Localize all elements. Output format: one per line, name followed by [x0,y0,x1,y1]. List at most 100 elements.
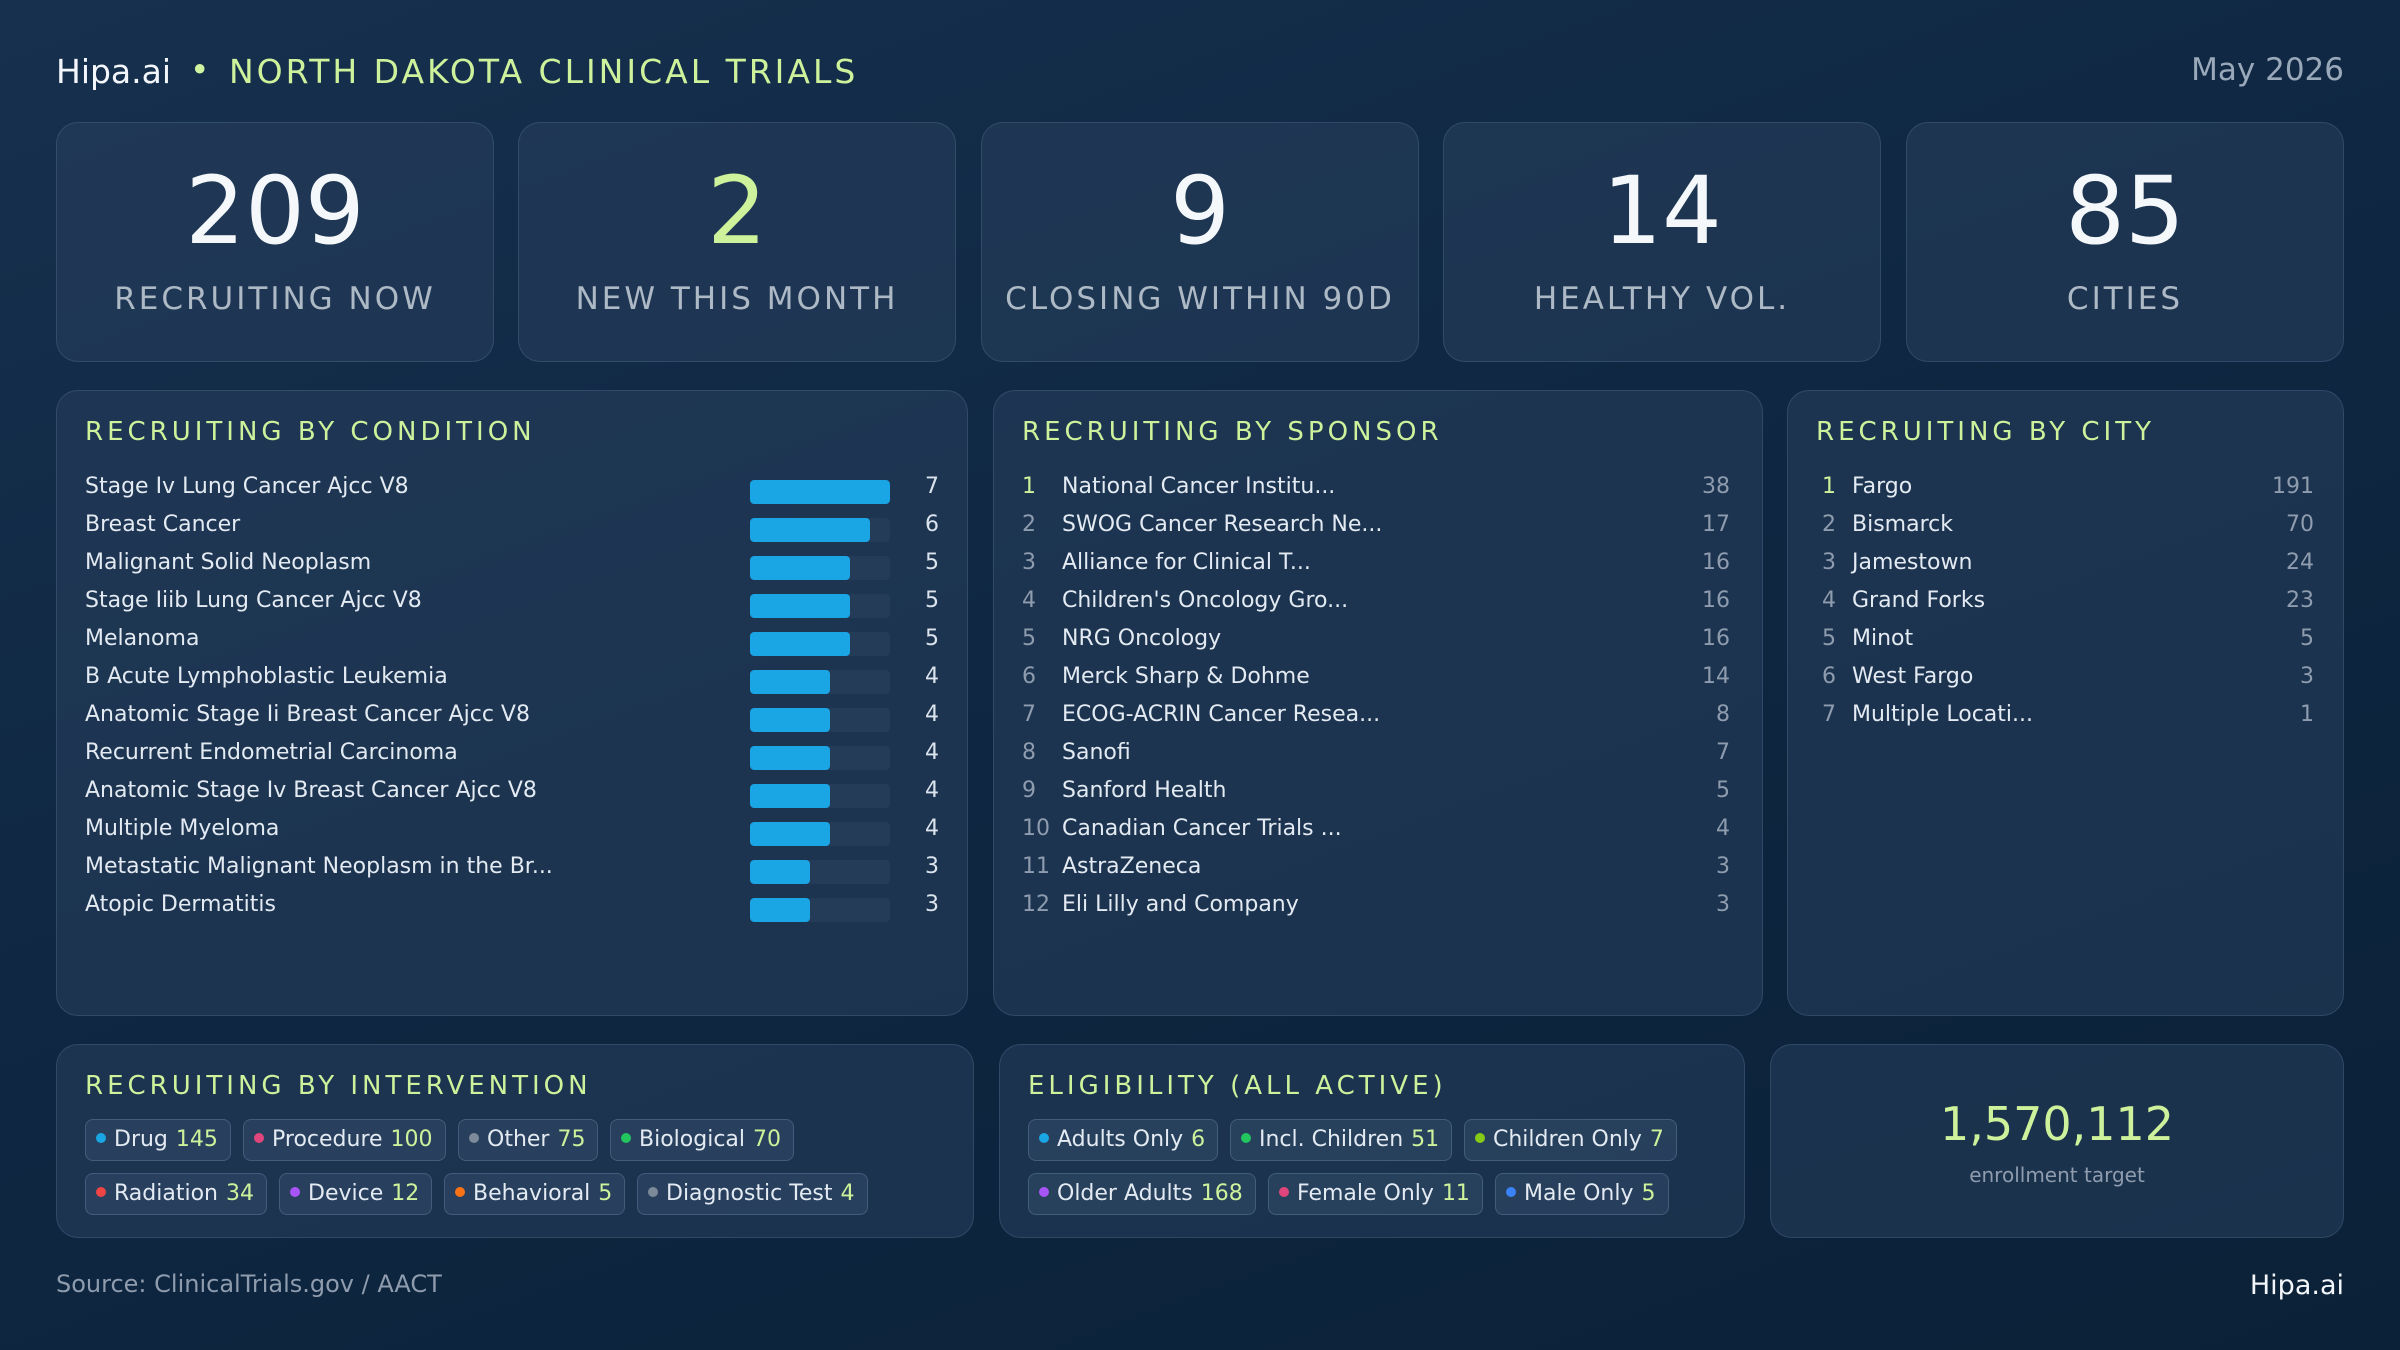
chip-value: 7 [1649,1127,1664,1152]
sponsor-rank: 3 [1022,550,1036,575]
city-rank: 1 [1822,474,1836,499]
eligibility-chip: Male Only 5 [1495,1173,1669,1215]
condition-count: 4 [925,740,939,765]
stat-card-cities: 85 CITIES [1906,122,2344,362]
sponsor-name: Sanford Health [1062,778,1227,803]
separator-dot: • [190,50,210,89]
condition-row: Anatomic Stage Ii Breast Cancer Ajcc V8 4 [85,702,945,740]
chip-value: 5 [1641,1181,1656,1206]
condition-name: Breast Cancer [85,512,241,537]
intervention-chip: Device 12 [279,1173,433,1215]
chip-label: Radiation [114,1181,218,1206]
bullet-dot-icon [1279,1187,1289,1197]
intervention-chip: Drug 145 [85,1119,231,1161]
chip-value: 6 [1191,1127,1206,1152]
city-rank: 3 [1822,550,1836,575]
stat-value: 85 [2065,157,2185,266]
sponsor-name: Sanofi [1062,740,1131,765]
sponsor-name: Children's Oncology Gro... [1062,588,1349,613]
chip-value: 4 [840,1181,855,1206]
city-count: 24 [2286,550,2314,575]
condition-row: Multiple Myeloma 4 [85,816,945,854]
sponsor-count: 14 [1702,664,1730,689]
sponsor-rank: 7 [1022,702,1036,727]
brand-logo: Hipa.ai [56,52,172,91]
sponsor-count: 3 [1716,854,1730,879]
stat-value: 14 [1602,157,1722,266]
chip-label: Behavioral [473,1181,591,1206]
eligibility-panel: ELIGIBILITY (ALL ACTIVE) Adults Only 6 Inc… [999,1044,1745,1238]
intervention-chip: Diagnostic Test 4 [637,1173,868,1215]
section-title: ELIGIBILITY (ALL ACTIVE) [1028,1071,1447,1101]
condition-bar [750,822,830,846]
stat-label: CLOSING WITHIN 90D [1005,281,1395,317]
condition-count: 7 [925,474,939,499]
condition-bar-track [750,708,890,732]
condition-row: B Acute Lymphoblastic Leukemia 4 [85,664,945,702]
condition-name: Melanoma [85,626,200,651]
sponsor-count: 16 [1702,550,1730,575]
sponsor-rank: 1 [1022,474,1036,499]
condition-name: Malignant Solid Neoplasm [85,550,372,575]
sponsor-row: 10 Canadian Cancer Trials ... 4 [1022,816,1730,854]
condition-row: Melanoma 5 [85,626,945,664]
condition-name: B Acute Lymphoblastic Leukemia [85,664,448,689]
condition-bar [750,480,890,504]
stat-label: NEW THIS MONTH [575,281,899,317]
section-title: RECRUITING BY SPONSOR [1022,417,1443,447]
city-count: 3 [2300,664,2314,689]
condition-bar-track [750,670,890,694]
chip-label: Device [308,1181,384,1206]
condition-bar [750,860,810,884]
chip-label: Biological [639,1127,746,1152]
condition-bar-track [750,860,890,884]
chip-value: 5 [598,1181,613,1206]
chip-value: 75 [557,1127,586,1152]
eligibility-chip: Incl. Children 51 [1230,1119,1453,1161]
chip-value: 12 [391,1181,420,1206]
city-panel: RECRUITING BY CITY 1 Fargo 191 2 Bismarck 70 3… [1787,390,2344,1016]
chip-label: Male Only [1524,1181,1634,1206]
bullet-dot-icon [1506,1187,1516,1197]
condition-count: 4 [925,702,939,727]
condition-bar-track [750,594,890,618]
sponsor-count: 4 [1716,816,1730,841]
city-row: 1 Fargo 191 [1816,474,2314,512]
city-rank: 5 [1822,626,1836,651]
chip-value: 51 [1411,1127,1440,1152]
enrollment-label: enrollment target [1969,1163,2145,1187]
chip-label: Drug [114,1127,168,1152]
chip-value: 168 [1200,1181,1243,1206]
sponsor-count: 8 [1716,702,1730,727]
stat-value: 2 [707,157,767,266]
bullet-dot-icon [254,1133,264,1143]
chip-value: 100 [390,1127,433,1152]
bullet-dot-icon [1039,1187,1049,1197]
stat-label: CITIES [2066,281,2184,317]
city-count: 70 [2286,512,2314,537]
condition-panel: RECRUITING BY CONDITION Stage Iv Lung Ca… [56,390,968,1016]
sponsor-name: ECOG-ACRIN Cancer Resea... [1062,702,1381,727]
city-rank: 6 [1822,664,1836,689]
condition-bar-track [750,480,890,504]
intervention-chip: Behavioral 5 [444,1173,626,1215]
enrollment-panel: 1,570,112 enrollment target [1770,1044,2344,1238]
city-row: 4 Grand Forks 23 [1816,588,2314,626]
condition-count: 6 [925,512,939,537]
sponsor-count: 3 [1716,892,1730,917]
sponsor-row: 7 ECOG-ACRIN Cancer Resea... 8 [1022,702,1730,740]
bullet-dot-icon [648,1187,658,1197]
sponsor-row: 2 SWOG Cancer Research Ne... 17 [1022,512,1730,550]
chip-label: Incl. Children [1259,1127,1404,1152]
sponsor-row: 4 Children's Oncology Gro... 16 [1022,588,1730,626]
condition-bar-track [750,822,890,846]
city-count: 191 [2272,474,2314,499]
city-count: 23 [2286,588,2314,613]
sponsor-row: 1 National Cancer Institu... 38 [1022,474,1730,512]
chip-value: 34 [225,1181,254,1206]
chip-value: 11 [1441,1181,1470,1206]
sponsor-rank: 4 [1022,588,1036,613]
sponsor-row: 9 Sanford Health 5 [1022,778,1730,816]
city-row: 3 Jamestown 24 [1816,550,2314,588]
header: Hipa.ai • NORTH DAKOTA CLINICAL TRIALS M… [56,48,2344,96]
